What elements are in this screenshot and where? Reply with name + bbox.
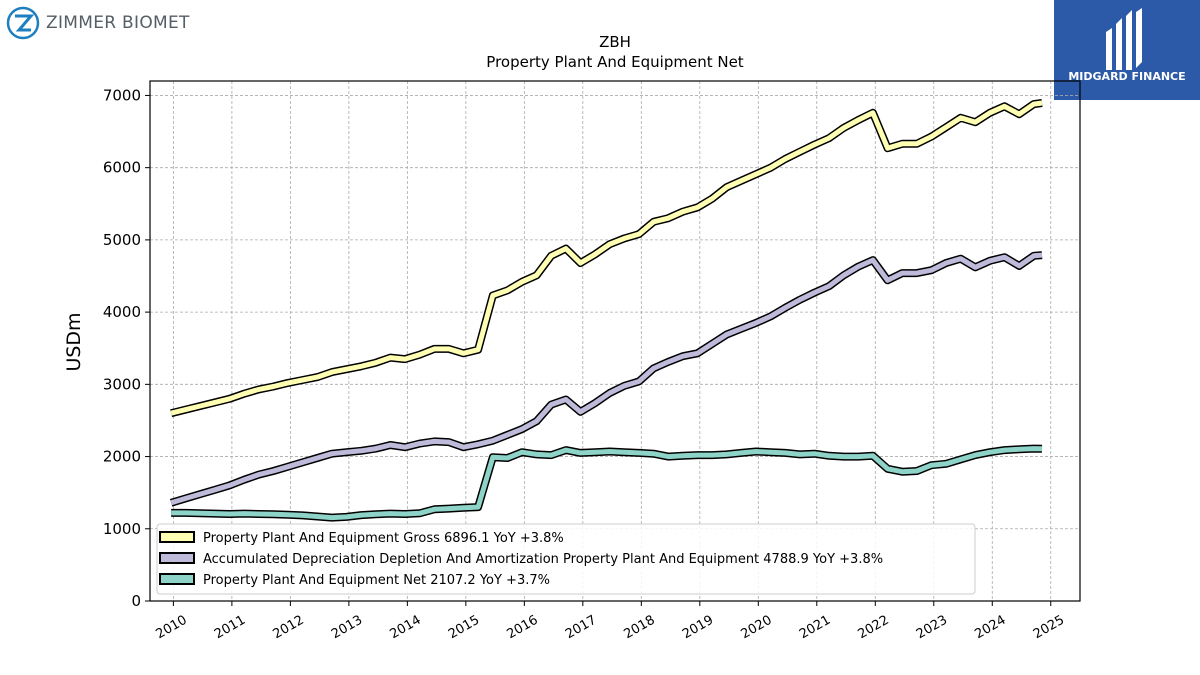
x-tick-label: 2011 (212, 613, 248, 643)
legend-box (156, 523, 976, 595)
chart-subtitle: Property Plant And Equipment Net (486, 53, 743, 71)
legend-swatch-1 (159, 552, 195, 564)
y-tick-label: 7000 (103, 86, 141, 104)
legend-swatch-2 (159, 573, 195, 585)
midgard-finance-badge: MIDGARD FINANCE (1054, 0, 1200, 100)
x-tick-label: 2015 (446, 613, 482, 643)
x-tick-label: 2019 (680, 613, 716, 643)
x-tick-label: 2024 (972, 613, 1008, 643)
badge-name: MIDGARD FINANCE (1068, 70, 1186, 83)
brand-name: ZIMMER BIOMET (46, 13, 190, 33)
y-axis-label: USDm (63, 312, 85, 371)
chart-title: ZBH (599, 33, 631, 51)
legend: Property Plant And Equipment Gross 6896.… (156, 523, 976, 595)
legend-label-1: Accumulated Depreciation Depletion And A… (203, 552, 883, 567)
x-tick-label: 2010 (154, 613, 190, 643)
x-axis: 2010 2011 2012 2013 2014 2015 2016 2017 2018 2019… (154, 601, 1067, 643)
y-tick-label: 5000 (103, 231, 141, 249)
x-tick-label: 2012 (271, 613, 307, 643)
series-outline-0 (170, 99, 1043, 418)
x-tick-label: 2023 (914, 613, 950, 643)
x-tick-label: 2021 (797, 613, 833, 643)
grid-lines (150, 81, 1080, 602)
brand-logo: ZIMMER BIOMET (6, 6, 190, 40)
x-tick-label: 2016 (505, 613, 541, 643)
x-tick-label: 2025 (1031, 613, 1067, 643)
legend-label-2: Property Plant And Equipment Net 2107.2 … (203, 573, 550, 588)
y-tick-label: 1000 (103, 520, 141, 538)
y-tick-label: 0 (131, 592, 141, 610)
midgard-finance-logo-icon (1106, 8, 1142, 70)
y-tick-label: 4000 (103, 303, 141, 321)
x-tick-label: 2022 (855, 613, 891, 643)
zimmer-biomet-logo-icon (6, 6, 40, 40)
x-tick-label: 2018 (621, 613, 657, 643)
x-tick-label: 2013 (329, 613, 365, 643)
plot-frame (149, 80, 1081, 602)
y-tick-label: 2000 (103, 448, 141, 466)
x-tick-label: 2020 (738, 613, 774, 643)
series-lines (169, 99, 1043, 522)
x-tick-label: 2017 (563, 613, 599, 643)
series-line-0 (170, 100, 1043, 416)
y-axis: 0 1000 2000 3000 4000 5000 6000 7000 (103, 86, 150, 610)
series-line-2 (171, 446, 1043, 521)
y-tick-label: 6000 (103, 159, 141, 177)
x-tick-label: 2014 (388, 613, 424, 643)
legend-label-0: Property Plant And Equipment Gross 6896.… (203, 531, 564, 546)
legend-swatch-0 (159, 531, 195, 543)
series-line-1 (170, 252, 1043, 506)
y-tick-label: 3000 (103, 375, 141, 393)
